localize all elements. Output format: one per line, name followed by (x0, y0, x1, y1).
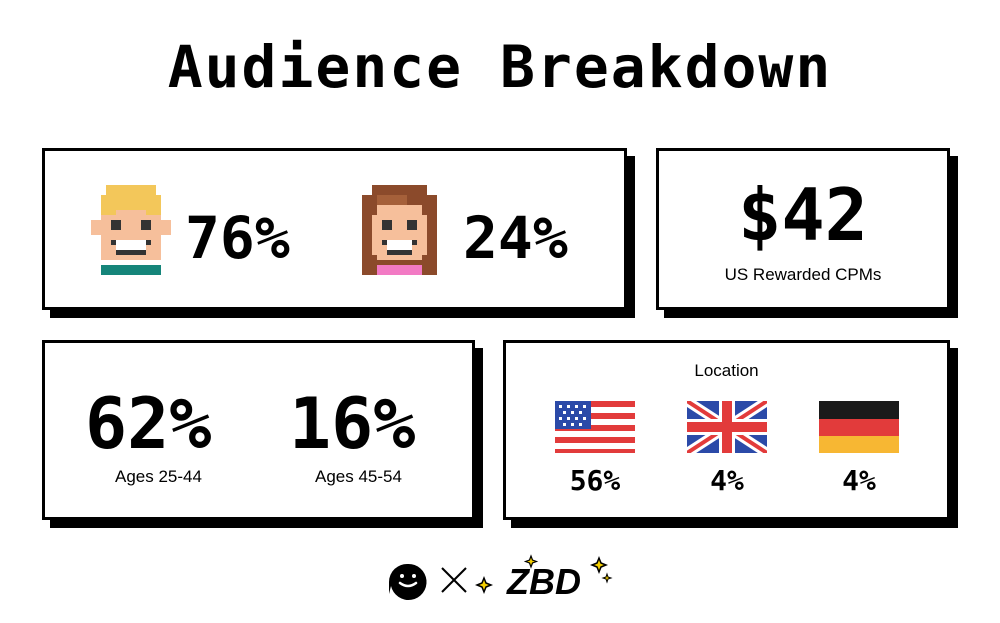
page-title: Audience Breakdown (167, 33, 833, 101)
location-percentage: 4% (710, 464, 744, 497)
location-percentage: 56% (569, 464, 621, 497)
age-label: Ages 25-44 (115, 467, 202, 486)
cpm-value: $42 (737, 173, 869, 257)
uk-flag-icon (687, 401, 767, 453)
age-percentage: 62% (85, 383, 212, 465)
us-flag-icon (555, 401, 635, 453)
smiley-logo-icon (388, 563, 427, 600)
footer-logos: ZBD (388, 554, 613, 602)
male-percentage: 76% (185, 204, 290, 272)
gender-card: 76% 24% (42, 148, 627, 310)
female-avatar-icon (362, 185, 437, 275)
location-title: Location (694, 361, 759, 380)
cpm-label: US Rewarded CPMs (724, 265, 882, 284)
female-percentage: 24% (463, 204, 568, 272)
age-card: 62% Ages 25-44 16% Ages 45-54 (42, 340, 475, 520)
sparkle-icon (474, 554, 613, 595)
cpm-card: $42 US Rewarded CPMs (656, 148, 950, 310)
zbd-logo: ZBD (506, 561, 581, 602)
age-label: Ages 45-54 (315, 467, 402, 486)
germany-flag-icon (819, 401, 899, 453)
location-card: Location 56% 4% 4% (503, 340, 950, 520)
male-avatar-icon (91, 185, 171, 275)
separator-icon (441, 567, 467, 593)
location-percentage: 4% (842, 464, 876, 497)
age-percentage: 16% (289, 383, 416, 465)
